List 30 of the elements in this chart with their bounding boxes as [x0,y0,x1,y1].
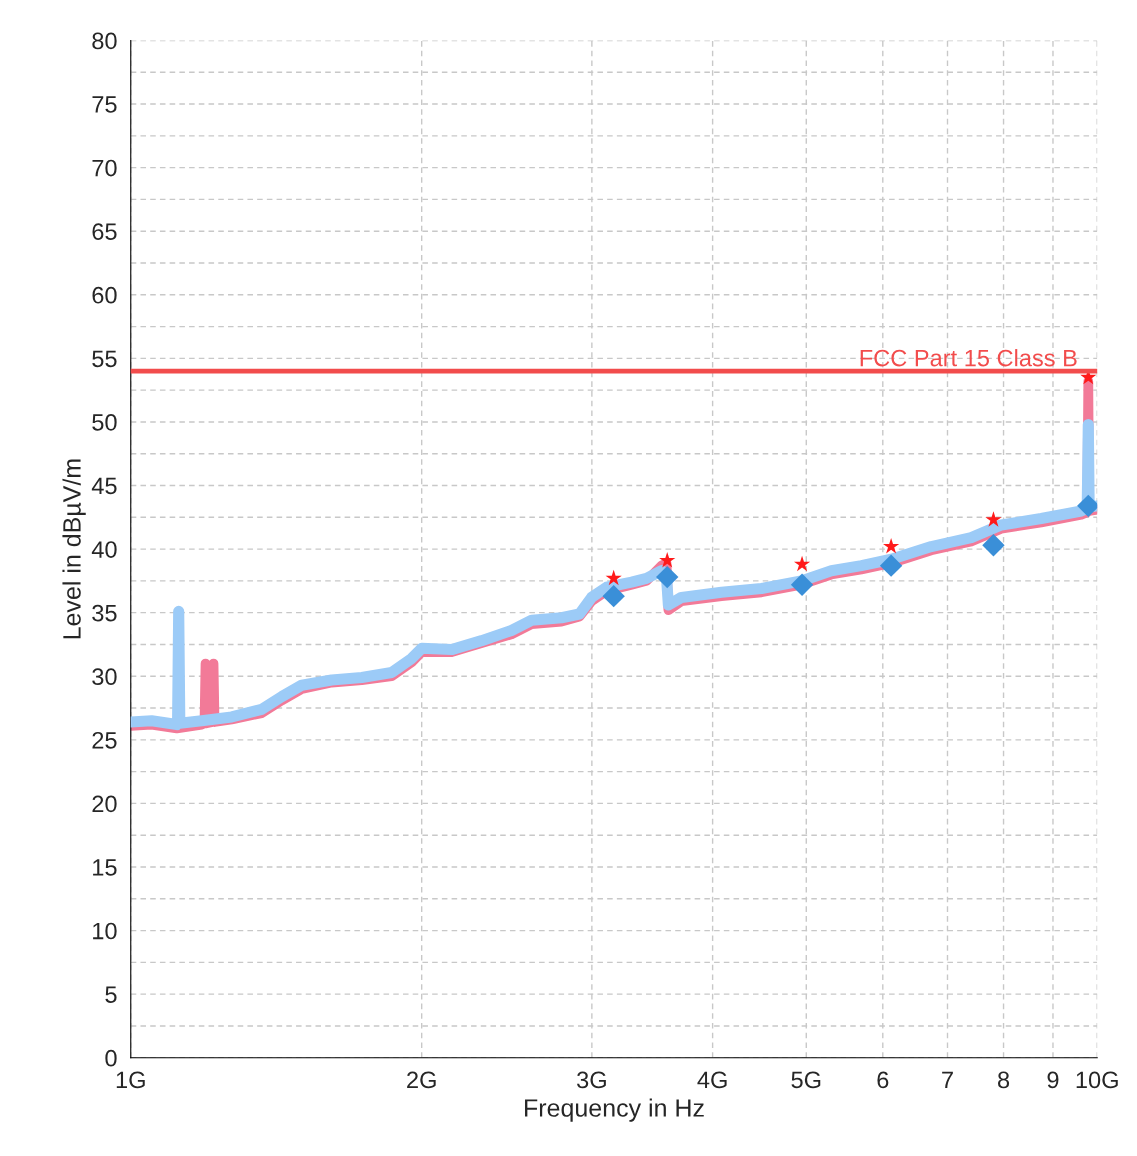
y-tick-label: 45 [91,477,117,495]
x-tick-label: 5G [791,1071,821,1089]
y-tick-label: 50 [92,414,117,431]
y-tick-label: 15 [93,859,117,876]
y-tick-label: 60 [92,286,117,304]
y-tick-label: 65 [92,223,117,240]
y-tick-label: 55 [92,350,117,368]
y-tick-label: 5 [105,986,117,1003]
x-tick-label: 2G [407,1071,436,1089]
x-tick-label: 3G [577,1071,606,1089]
y-tick-label: 70 [92,159,117,177]
x-tick-label: 6 [877,1071,889,1089]
x-tick-label: 4G [697,1071,727,1089]
x-tick-label: 7 [942,1071,953,1089]
ref-line-label: FCC Part 15 Class B [860,349,1077,367]
x-tick-label: 9 [1047,1071,1059,1089]
y-tick-label: 10 [93,922,117,940]
x-axis-title: Frequency in Hz [525,1098,704,1122]
y-tick-label: 35 [92,604,117,622]
y-tick-label: 0 [105,1049,117,1067]
y-tick-label: 80 [92,32,117,50]
y-tick-label: 40 [91,541,117,558]
y-tick-label: 20 [92,795,117,813]
x-tick-label: 10G [1076,1071,1118,1089]
y-tick-label: 25 [92,731,117,749]
x-tick-label: 1G [116,1071,145,1089]
y-tick-label: 30 [92,668,117,686]
x-tick-label: 8 [998,1071,1010,1089]
y-tick-label: 75 [92,96,117,113]
y-axis-title: Level in dBµV/m [62,459,86,639]
